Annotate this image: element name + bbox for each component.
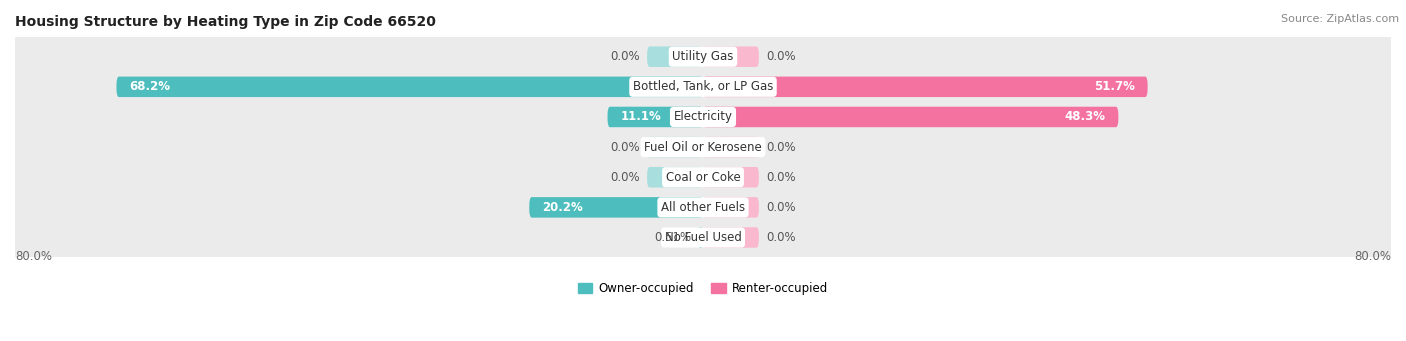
Text: Electricity: Electricity [673,110,733,123]
Text: No Fuel Used: No Fuel Used [665,231,741,244]
Text: 20.2%: 20.2% [543,201,583,214]
Text: Housing Structure by Heating Type in Zip Code 66520: Housing Structure by Heating Type in Zip… [15,15,436,29]
Text: Bottled, Tank, or LP Gas: Bottled, Tank, or LP Gas [633,80,773,93]
Text: 0.51%: 0.51% [655,231,692,244]
FancyBboxPatch shape [703,227,759,248]
Text: Coal or Coke: Coal or Coke [665,171,741,184]
Text: 48.3%: 48.3% [1064,110,1105,123]
FancyBboxPatch shape [699,227,703,248]
FancyBboxPatch shape [703,167,759,188]
Text: 0.0%: 0.0% [766,140,796,153]
FancyBboxPatch shape [529,197,703,218]
Text: 80.0%: 80.0% [1354,250,1391,263]
FancyBboxPatch shape [703,197,759,218]
FancyBboxPatch shape [13,92,1393,142]
Text: 0.0%: 0.0% [610,171,640,184]
Legend: Owner-occupied, Renter-occupied: Owner-occupied, Renter-occupied [574,277,832,300]
Text: 51.7%: 51.7% [1094,80,1135,93]
FancyBboxPatch shape [703,137,759,157]
FancyBboxPatch shape [647,46,703,67]
FancyBboxPatch shape [703,107,1118,127]
Text: 80.0%: 80.0% [15,250,52,263]
FancyBboxPatch shape [703,46,759,67]
FancyBboxPatch shape [703,77,1147,97]
FancyBboxPatch shape [13,152,1393,202]
FancyBboxPatch shape [13,183,1393,232]
Text: 0.0%: 0.0% [766,231,796,244]
FancyBboxPatch shape [13,62,1393,112]
Text: 0.0%: 0.0% [610,140,640,153]
FancyBboxPatch shape [117,77,703,97]
Text: 0.0%: 0.0% [766,201,796,214]
Text: 0.0%: 0.0% [610,50,640,63]
Text: 11.1%: 11.1% [620,110,661,123]
Text: 0.0%: 0.0% [766,171,796,184]
FancyBboxPatch shape [647,167,703,188]
FancyBboxPatch shape [13,32,1393,81]
FancyBboxPatch shape [13,213,1393,262]
Text: Fuel Oil or Kerosene: Fuel Oil or Kerosene [644,140,762,153]
FancyBboxPatch shape [13,122,1393,172]
Text: 0.0%: 0.0% [766,50,796,63]
Text: Source: ZipAtlas.com: Source: ZipAtlas.com [1281,14,1399,24]
FancyBboxPatch shape [607,107,703,127]
Text: 68.2%: 68.2% [129,80,170,93]
Text: All other Fuels: All other Fuels [661,201,745,214]
Text: Utility Gas: Utility Gas [672,50,734,63]
FancyBboxPatch shape [647,137,703,157]
